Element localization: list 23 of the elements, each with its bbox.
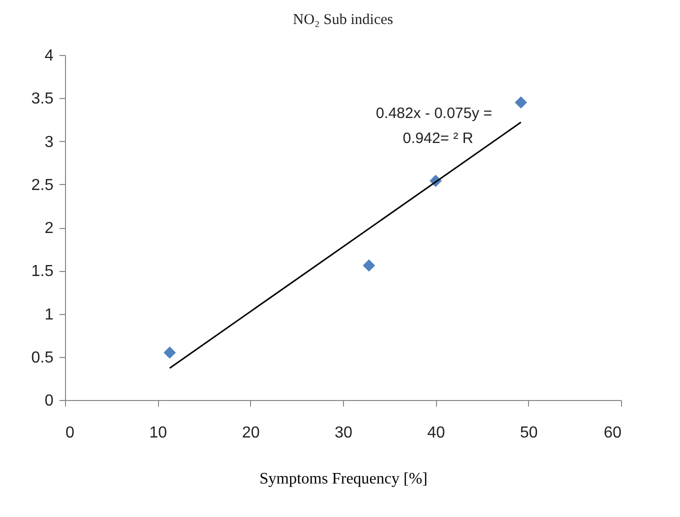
y-tick-label: 0.5 — [31, 349, 54, 366]
annotation: 0.482x - 0.075y = — [376, 105, 492, 122]
point — [514, 96, 528, 109]
x-tick-label: 0 — [66, 424, 74, 442]
y-tick-label: 3 — [44, 134, 54, 151]
x-tick-label: 40 — [427, 424, 446, 442]
point — [164, 346, 176, 359]
annotation: 0.942= ² R — [402, 130, 474, 147]
x-tick-label: 60 — [604, 424, 622, 442]
x-tick-label: 30 — [334, 424, 352, 442]
y-tick-label: 3.5 — [31, 90, 54, 108]
y-tick-label: 0 — [44, 392, 54, 410]
chart-title: NO₂ Sub indices — [292, 12, 394, 28]
x-tick-label: 50 — [520, 424, 538, 442]
y-tick-label: 2 — [44, 220, 54, 237]
x-tick-label: 10 — [149, 424, 168, 442]
x-tick-label: 20 — [242, 424, 260, 442]
y-tick-label: 4 — [44, 48, 54, 64]
y-tick-label: 1 — [44, 306, 54, 324]
point — [362, 259, 376, 272]
y-tick-label: 1.5 — [31, 263, 54, 280]
x-axis-title: Symptoms Frequency [%] — [260, 470, 428, 488]
y-tick-label: 2.5 — [31, 176, 54, 194]
